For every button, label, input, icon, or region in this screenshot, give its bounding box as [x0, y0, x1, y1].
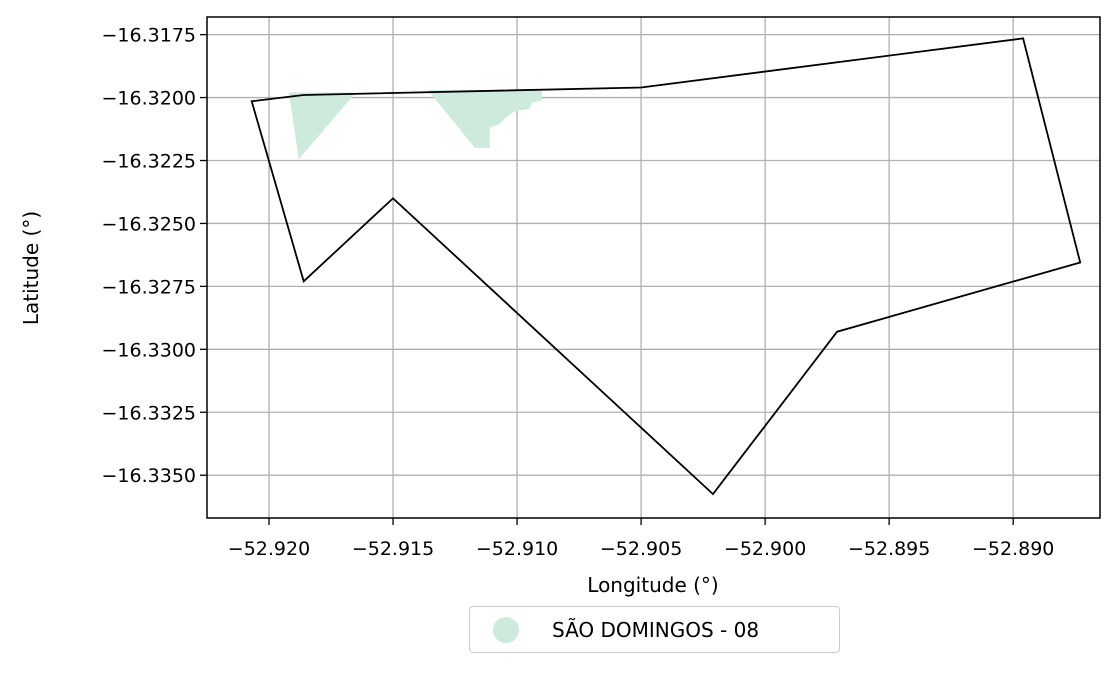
legend-marker-icon — [493, 616, 519, 643]
y-tick-label: −16.3275 — [102, 276, 197, 298]
x-tick-label: −52.895 — [848, 538, 930, 560]
y-tick-label: −16.3300 — [102, 339, 197, 361]
boundary-outline — [250, 37, 1082, 496]
plot-frame — [206, 16, 1101, 519]
y-axis-title: Latitude (°) — [19, 211, 43, 325]
region-polygons — [288, 90, 542, 160]
x-axis-title: Longitude (°) — [587, 573, 718, 597]
y-tick-label: −16.3225 — [102, 151, 197, 173]
grid-lines — [207, 17, 1100, 518]
x-tick-label: −52.910 — [476, 538, 558, 560]
region-polygon — [427, 90, 542, 148]
region-polygon — [288, 92, 356, 160]
legend: SÃO DOMINGOS - 08 — [469, 606, 840, 653]
y-tick-label: −16.3250 — [102, 213, 197, 235]
x-tick-label: −52.890 — [972, 538, 1054, 560]
y-axis-ticks: −16.3175 −16.3200 −16.3225 −16.3250 −16.3275… — [102, 25, 207, 487]
x-tick-label: −52.915 — [352, 538, 434, 560]
x-axis-ticks: −52.920 −52.915 −52.910 −52.905 −52.900 −52.8… — [228, 518, 1054, 560]
legend-label: SÃO DOMINGOS - 08 — [552, 617, 760, 642]
y-tick-label: −16.3325 — [102, 402, 197, 424]
y-tick-label: −16.3200 — [102, 88, 197, 110]
y-tick-label: −16.3175 — [102, 25, 197, 47]
x-tick-label: −52.905 — [600, 538, 682, 560]
y-tick-label: −16.3350 — [102, 465, 197, 487]
x-tick-label: −52.920 — [228, 538, 310, 560]
x-tick-label: −52.900 — [724, 538, 806, 560]
